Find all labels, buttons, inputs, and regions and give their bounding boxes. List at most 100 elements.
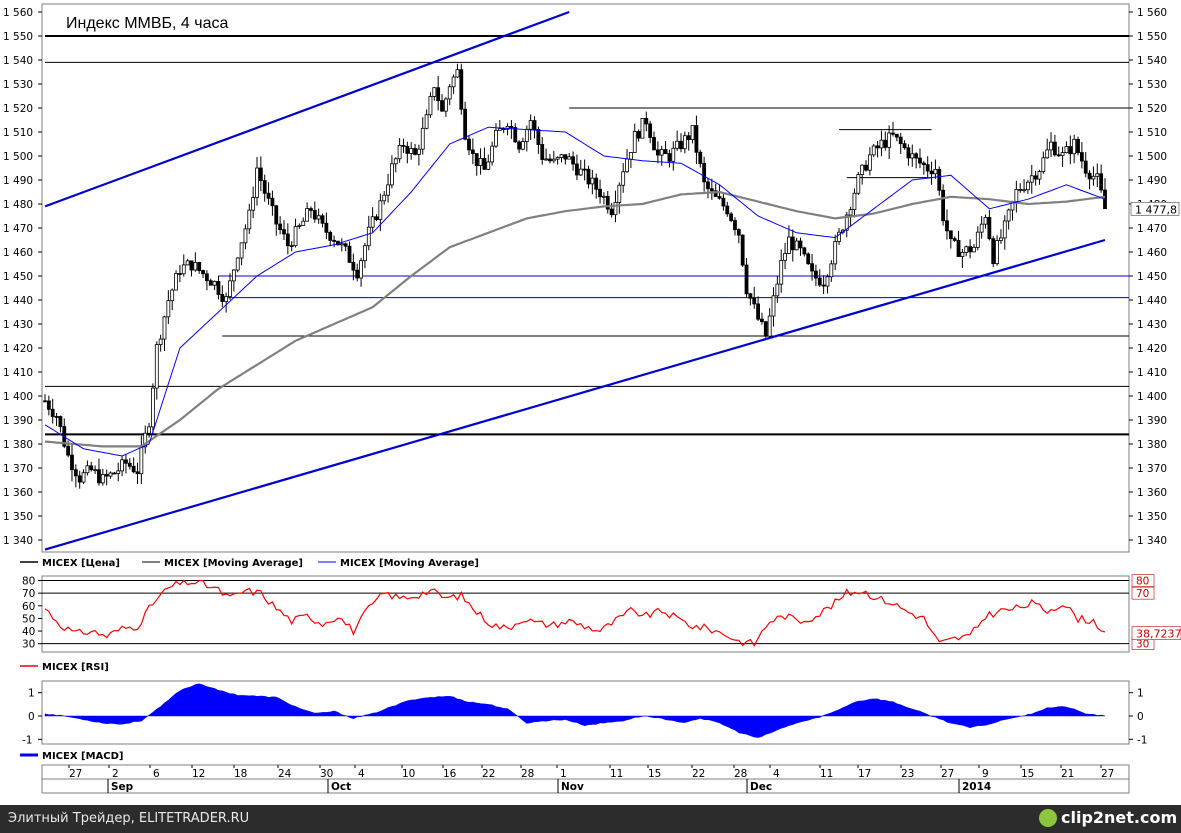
price-bar-body <box>154 344 159 389</box>
price-panel: 1 340 1 350 1 360 1 370 1 380 1 390 1 400 1 410… <box>3 3 1180 553</box>
price-bar-body <box>378 200 383 220</box>
price-y-label-left: 1 530 <box>3 79 33 91</box>
price-bar-body <box>675 140 680 149</box>
x-day-label: 4 <box>773 768 780 780</box>
price-bar-body <box>995 240 999 265</box>
price-bar-body <box>77 475 82 483</box>
x-day-label: 27 <box>1101 768 1114 780</box>
price-bar-body <box>178 273 182 275</box>
price-bar-body <box>563 154 568 160</box>
price-bar-body <box>521 141 525 150</box>
price-bar-body <box>390 163 394 186</box>
price-bar-body <box>648 123 653 138</box>
price-bar-body <box>239 242 244 259</box>
price-bar-body <box>964 246 969 253</box>
price-bar-body <box>602 195 606 198</box>
price-bar-body <box>605 195 610 210</box>
price-bar-body <box>490 145 495 163</box>
price-bar-body <box>725 205 730 215</box>
price-bar-body <box>609 208 614 216</box>
price-bar-body <box>343 243 348 247</box>
rsi-last-label: 38,7237 <box>1136 628 1181 641</box>
brand-name: clip2net.com <box>1061 808 1178 827</box>
trend-lines <box>44 10 1106 551</box>
price-bar-body <box>220 294 225 302</box>
price-y-label-right: 1 470 <box>1137 223 1167 235</box>
price-bar-body <box>497 128 502 131</box>
price-bar-body <box>652 137 656 151</box>
rsi-right-label-box <box>1131 586 1155 600</box>
x-day-label: 17 <box>858 768 871 780</box>
macd-y-label-left: 1 <box>28 688 35 700</box>
macd-y-label-left: 0 <box>28 711 35 723</box>
price-bar-body <box>729 213 734 221</box>
price-bar-body <box>131 465 136 473</box>
price-bar-body <box>744 264 749 295</box>
price-bar-body <box>848 209 853 216</box>
price-bar-body <box>366 226 371 247</box>
price-bar-body <box>251 197 256 211</box>
price-bar-body <box>644 118 649 125</box>
price-bar-body <box>1033 175 1038 180</box>
price-bar-body <box>174 273 178 291</box>
price-bar-body <box>632 131 637 153</box>
price-bar-body <box>278 223 283 231</box>
price-bar-body <box>120 459 124 472</box>
legend-ma-fast: MICEX [Moving Average] <box>340 558 479 569</box>
price-bar-body <box>972 246 976 253</box>
price-y-label-left: 1 500 <box>3 151 33 163</box>
price-bar-body <box>921 162 926 166</box>
price-bar-body <box>1103 189 1107 210</box>
x-month-label: 2014 <box>962 781 991 793</box>
price-bar-body <box>1026 181 1030 191</box>
price-bar-body <box>540 144 545 160</box>
price-bar-body <box>960 252 965 257</box>
price-bar-body <box>544 158 548 161</box>
price-bar-body <box>721 197 726 207</box>
x-day-label: 1 <box>560 768 567 780</box>
price-bar-body <box>783 253 787 261</box>
price-bar-body <box>397 144 402 160</box>
price-bar-body <box>274 205 279 225</box>
x-axis-month-labels: Sep Oct Nov Dec 2014 <box>107 779 991 793</box>
price-bar-body <box>243 228 248 244</box>
x-day-label: 11 <box>610 768 623 780</box>
price-bar-body <box>983 217 988 225</box>
price-y-label-left: 1 480 <box>3 199 33 211</box>
price-bar-body <box>532 120 537 130</box>
price-bar-body <box>918 157 922 164</box>
price-bar-body <box>463 108 468 140</box>
price-bar-body <box>339 243 344 246</box>
price-bar-body <box>987 217 992 240</box>
price-bar-body <box>586 168 591 185</box>
price-bar-body <box>594 177 599 190</box>
price-bar-body <box>975 231 980 248</box>
price-bar-body <box>906 147 911 159</box>
price-bar-body <box>871 145 876 156</box>
price-bar-body <box>320 215 325 224</box>
rsi-y-label: 60 <box>22 601 35 613</box>
x-day-label: 23 <box>901 768 914 780</box>
price-bar-body <box>929 170 934 175</box>
price-bar-body <box>667 153 672 162</box>
price-bar-body <box>952 238 957 241</box>
price-bar-body <box>54 416 59 418</box>
price-bar-body <box>567 156 572 160</box>
price-y-label-left: 1 510 <box>3 127 33 139</box>
price-y-label-right: 1 500 <box>1137 151 1167 163</box>
price-bar-body <box>925 164 930 172</box>
price-y-label-right: 1 550 <box>1137 31 1167 43</box>
price-bar-body <box>509 125 514 128</box>
price-y-label-left: 1 520 <box>3 103 33 115</box>
price-bar-body <box>1064 146 1069 153</box>
price-bar-body <box>428 96 433 116</box>
x-month-label: Oct <box>331 781 351 793</box>
rsi-panel-frame <box>41 575 1130 653</box>
macd-y-label-right: 0 <box>1137 711 1144 723</box>
price-bar-body <box>548 158 552 162</box>
price-bar-body <box>382 194 387 202</box>
price-bar-body <box>752 297 757 305</box>
price-bar-body <box>825 276 830 287</box>
price-y-label-right: 1 340 <box>1137 535 1167 547</box>
